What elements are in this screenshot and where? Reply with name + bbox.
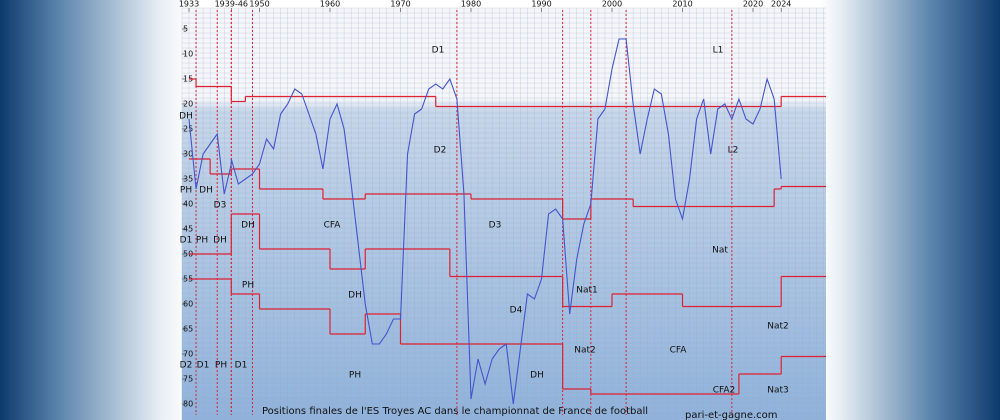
x-tick-label: 2020 bbox=[743, 0, 763, 9]
division-label: PH bbox=[349, 371, 361, 381]
x-tick-label: 1970 bbox=[390, 0, 410, 9]
division-label: DH bbox=[213, 236, 227, 246]
division-label: CFA2 bbox=[713, 386, 736, 396]
y-tick-label: 65 bbox=[183, 325, 193, 334]
x-tick-label: 1939-46 bbox=[215, 0, 248, 9]
division-label: Nat bbox=[712, 246, 728, 256]
position-line bbox=[188, 38, 782, 405]
division-label: PH bbox=[180, 186, 192, 196]
division-label: CFA bbox=[670, 346, 688, 356]
division-label: D1 bbox=[432, 46, 445, 56]
chart-title: Positions finales de l'ES Troyes AC dans… bbox=[262, 406, 648, 417]
division-label: PH bbox=[196, 236, 208, 246]
division-label: Nat2 bbox=[574, 346, 596, 356]
y-tick-label: 75 bbox=[183, 375, 193, 384]
division-label: D1 bbox=[197, 361, 210, 371]
y-tick-label: 50 bbox=[183, 250, 193, 259]
x-tick-label: 2024 bbox=[771, 0, 791, 9]
y-tick-label: 80 bbox=[183, 400, 193, 409]
y-tick-label: 60 bbox=[183, 300, 193, 309]
division-label: DH bbox=[199, 186, 213, 196]
division-label: Nat1 bbox=[576, 286, 598, 296]
x-tick-label: 1933 bbox=[179, 0, 199, 9]
y-tick-label: 40 bbox=[183, 200, 193, 209]
division-label: Nat3 bbox=[767, 386, 789, 396]
y-tick-label: 30 bbox=[183, 150, 193, 159]
division-label: D3 bbox=[214, 201, 227, 211]
division-label: D2 bbox=[180, 361, 193, 371]
grid bbox=[181, 7, 826, 420]
y-tick-label: 25 bbox=[183, 125, 193, 134]
division-label: D4 bbox=[510, 306, 523, 316]
x-tick-label: 2010 bbox=[672, 0, 692, 9]
x-tick-label: 1980 bbox=[461, 0, 481, 9]
division-label: DH bbox=[241, 221, 255, 231]
y-tick-label: 70 bbox=[183, 350, 193, 359]
division-label: PH bbox=[242, 281, 254, 291]
division-label: D1 bbox=[235, 361, 248, 371]
division-label: L1 bbox=[713, 46, 724, 56]
y-tick-label: 10 bbox=[183, 50, 193, 59]
division-label: L2 bbox=[728, 146, 739, 156]
x-tick-label: 1960 bbox=[320, 0, 340, 9]
y-tick-label: 35 bbox=[183, 175, 193, 184]
division-label: D3 bbox=[489, 221, 502, 231]
division-label: D2 bbox=[434, 146, 447, 156]
division-label: DH bbox=[530, 371, 544, 381]
source: pari-et-gagne.com bbox=[685, 410, 778, 420]
division-label: CFA bbox=[324, 221, 342, 231]
y-tick-label: 45 bbox=[183, 225, 193, 234]
x-tick-label: 1950 bbox=[249, 0, 269, 9]
division-label: PH bbox=[215, 361, 227, 371]
division-label: D1 bbox=[180, 236, 193, 246]
division-label: Nat2 bbox=[767, 322, 789, 332]
plot-area bbox=[182, 8, 826, 420]
division-label: DH bbox=[348, 291, 362, 301]
x-tick-label: 2000 bbox=[602, 0, 622, 9]
x-tick-label: 1990 bbox=[531, 0, 551, 9]
y-tick-label: 15 bbox=[183, 75, 193, 84]
y-tick-label: 55 bbox=[183, 275, 193, 284]
division-label: DH bbox=[179, 112, 193, 122]
y-tick-label: 20 bbox=[183, 100, 193, 109]
